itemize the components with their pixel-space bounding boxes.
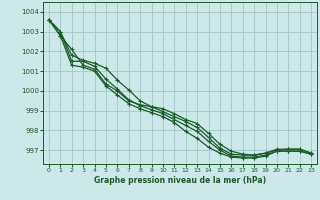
X-axis label: Graphe pression niveau de la mer (hPa): Graphe pression niveau de la mer (hPa) [94, 176, 266, 185]
